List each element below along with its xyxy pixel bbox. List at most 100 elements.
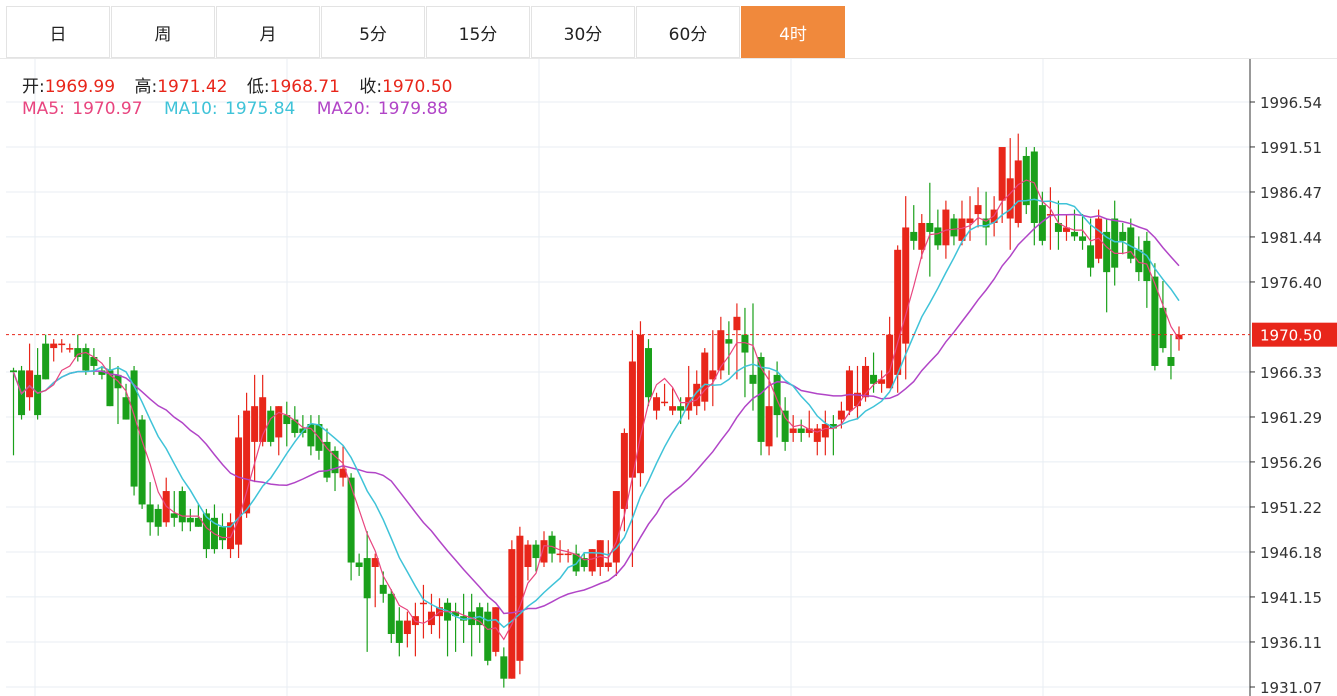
high-label: 高: [134, 77, 158, 97]
candle-body [693, 383, 701, 407]
y-tick-label: 1991.51 [1260, 139, 1322, 157]
candle-body [548, 535, 556, 554]
candle-body [886, 334, 894, 389]
y-tick-label: 1956.26 [1260, 454, 1322, 472]
candle-body [845, 370, 853, 411]
candle-body [749, 374, 757, 384]
candle-body [170, 513, 178, 518]
candle-body [355, 562, 363, 567]
close-value: 1970.50 [382, 77, 453, 97]
candle-body [283, 415, 291, 425]
candle-body [291, 419, 299, 433]
tab-5min[interactable]: 5分 [321, 6, 425, 58]
candle-body [580, 558, 588, 567]
candle-body [572, 553, 580, 572]
last-price-label: 1970.50 [1260, 327, 1322, 345]
candle-body [363, 558, 371, 599]
candle-body [862, 365, 870, 398]
candle-body [1167, 357, 1175, 366]
tabs-divider [0, 58, 1337, 59]
candle-body [813, 428, 821, 442]
candle-body [154, 508, 162, 527]
candle-body [508, 549, 516, 679]
candle-body [894, 249, 902, 375]
candle-body [138, 419, 146, 505]
y-tick-label: 1946.18 [1260, 544, 1322, 562]
candle-body [1087, 245, 1095, 268]
last-price-box [1252, 322, 1337, 347]
candle-body [259, 397, 267, 442]
candle-body [918, 222, 926, 250]
candle-body [1175, 334, 1183, 340]
low-value: 1968.71 [269, 77, 340, 97]
timeframe-tabs: 日 周 月 5分 15分 30分 60分 4时 [6, 6, 846, 58]
candle-body [1151, 276, 1159, 366]
candle-body [1103, 231, 1111, 273]
candle-body [202, 513, 210, 550]
tab-4hour[interactable]: 4时 [741, 6, 845, 58]
tab-15min[interactable]: 15分 [426, 6, 530, 58]
tab-day[interactable]: 日 [6, 6, 110, 58]
candle-body [958, 218, 966, 241]
candle-body [805, 428, 813, 433]
candle-body [1046, 214, 1054, 216]
candle-body [1119, 231, 1127, 241]
candle-body [106, 370, 114, 407]
candle-body [741, 334, 749, 353]
ma-readout: MA5: 1970.97 MA10: 1975.84 MA20: 1979.88 [22, 99, 450, 119]
candle-body [1062, 227, 1070, 232]
candle-body [1071, 231, 1079, 237]
tab-60min[interactable]: 60分 [636, 6, 740, 58]
candle-body [1111, 218, 1119, 268]
y-tick-label: 1951.22 [1260, 499, 1322, 517]
candle-body [757, 357, 765, 442]
ma20-value: 1979.88 [377, 99, 449, 119]
candle-body [243, 410, 251, 514]
candle-body [620, 432, 628, 509]
y-tick-label: 1961.29 [1260, 409, 1322, 427]
candle-body [781, 410, 789, 442]
candle-body [1143, 240, 1151, 282]
candle-body [452, 611, 460, 617]
y-tick-label: 1966.33 [1260, 364, 1322, 382]
candle-body [564, 553, 572, 556]
candle-body [701, 352, 709, 402]
candle-body [331, 450, 339, 474]
candle-body [669, 406, 677, 411]
candle-body [612, 491, 620, 563]
candle-body [419, 602, 427, 605]
candle-body [934, 227, 942, 246]
candle-body [34, 374, 42, 416]
candle-body [267, 410, 275, 442]
candle-body [677, 406, 685, 411]
close-label: 收: [359, 77, 383, 97]
ma10-value: 1975.84 [225, 99, 296, 119]
ma10-label: MA10: [163, 99, 218, 119]
candle-body [82, 348, 90, 371]
candle-body [870, 374, 878, 384]
candle-body [1014, 160, 1022, 223]
tab-month[interactable]: 月 [216, 6, 320, 58]
y-tick-label: 1941.15 [1260, 589, 1322, 607]
candle-body [878, 379, 886, 384]
y-tick-label: 1931.07 [1260, 679, 1322, 696]
candle-body [387, 593, 395, 635]
tab-week[interactable]: 周 [111, 6, 215, 58]
candle-body [347, 477, 355, 563]
candle-body [926, 222, 934, 232]
candle-body [1127, 227, 1135, 259]
candle-body [966, 218, 974, 223]
candle-body [636, 334, 644, 474]
candle-body [74, 348, 82, 358]
candle-body [26, 370, 34, 398]
candle-body [90, 357, 98, 366]
tab-30min[interactable]: 30分 [531, 6, 635, 58]
candle-body [307, 424, 315, 447]
candle-body [942, 209, 950, 246]
candle-body [661, 401, 669, 404]
candle-body [604, 562, 612, 567]
candle-body [194, 517, 202, 527]
candle-body [323, 441, 331, 478]
candle-body [275, 406, 283, 438]
